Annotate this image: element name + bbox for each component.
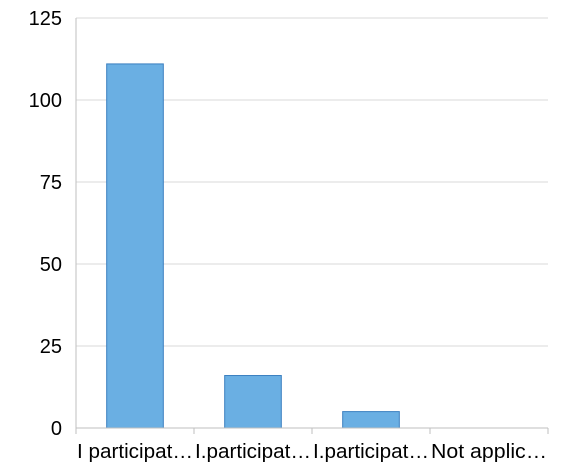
y-tick-label: 50 — [40, 254, 62, 276]
y-axis-tick-labels: 0 25 50 75 100 125 — [29, 8, 62, 440]
x-category-label: I participat… — [77, 441, 193, 463]
axes — [75, 18, 549, 434]
y-tick-label: 75 — [40, 172, 62, 194]
y-tick-label: 100 — [29, 90, 62, 112]
y-tick-label: 125 — [29, 8, 62, 30]
bar-1 — [106, 63, 164, 429]
x-category-label: I.participat… — [313, 441, 429, 463]
y-tick-label: 0 — [51, 418, 62, 440]
bar-3 — [342, 411, 400, 429]
bars — [106, 63, 400, 429]
x-category-label: I.participat… — [195, 441, 311, 463]
x-axis-category-labels: I participat… I.participat… I.participat… N… — [77, 441, 547, 463]
bar-2 — [224, 375, 282, 429]
y-tick-label: 25 — [40, 336, 62, 358]
x-category-label: Not applic… — [431, 441, 547, 463]
